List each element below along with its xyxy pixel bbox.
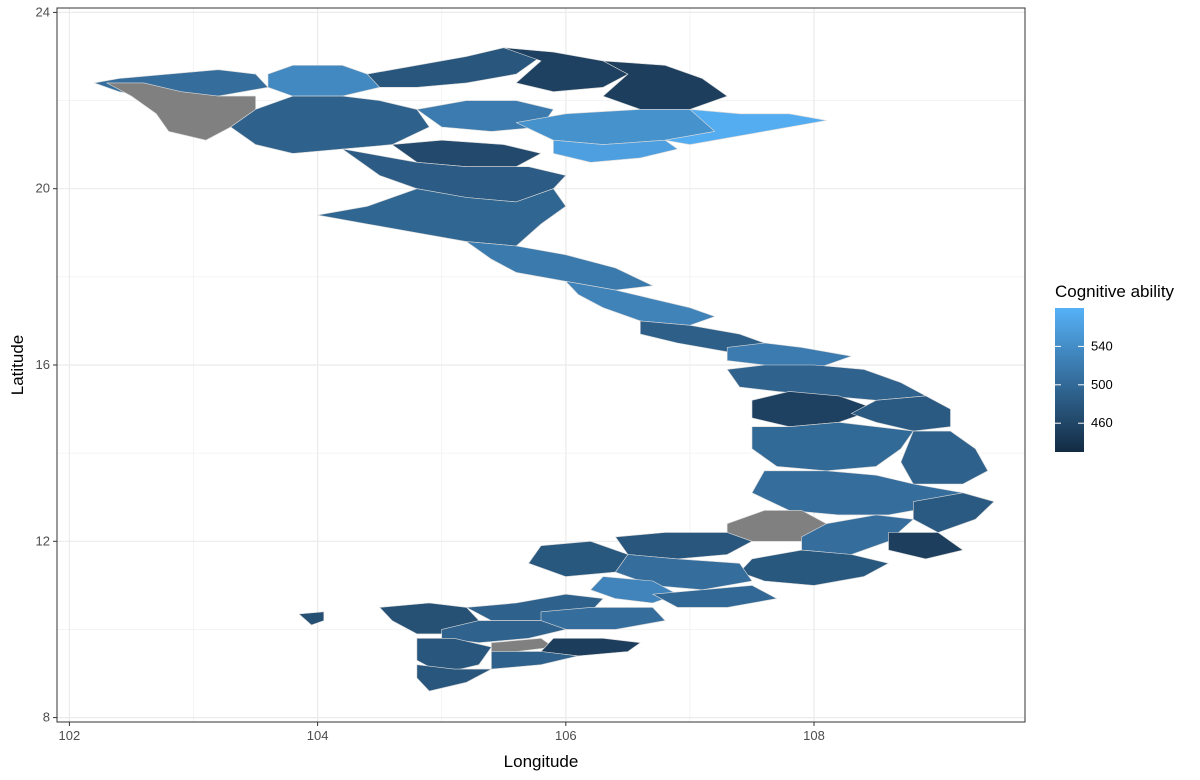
x-axis-ticks: 102 104 106 108	[59, 722, 825, 743]
legend-tick-label: 500	[1091, 377, 1113, 392]
province-region	[317, 188, 567, 247]
legend-tick-label: 540	[1091, 338, 1113, 353]
province-region	[491, 637, 554, 652]
province-region	[366, 47, 542, 88]
province-region	[726, 342, 852, 370]
y-tick-label: 24	[36, 4, 50, 19]
province-regions	[93, 47, 995, 692]
y-tick-label: 8	[43, 710, 50, 725]
province-region	[850, 395, 951, 432]
y-tick-label: 16	[36, 357, 50, 372]
legend: Cognitive ability 460 500 540	[1055, 282, 1175, 452]
province-region	[900, 430, 989, 485]
y-tick-label: 20	[36, 181, 50, 196]
province-region	[888, 532, 964, 560]
x-axis-title: Longitude	[504, 752, 579, 771]
province-region	[553, 139, 678, 163]
legend-colorbar	[1055, 308, 1084, 452]
y-tick-label: 12	[36, 533, 50, 548]
province-region	[416, 664, 492, 692]
province-region	[230, 95, 430, 154]
y-axis-title: Latitude	[8, 335, 27, 396]
x-tick-label: 106	[555, 728, 577, 743]
x-tick-label: 104	[307, 728, 329, 743]
province-region	[466, 241, 654, 291]
legend-tick-label: 460	[1091, 415, 1113, 430]
legend-ticks: 460 500 540	[1055, 338, 1113, 430]
province-region	[652, 585, 778, 608]
y-axis-ticks: 8 12 16 20 24	[36, 4, 57, 725]
x-tick-label: 102	[59, 728, 81, 743]
legend-title: Cognitive ability	[1055, 282, 1175, 301]
province-region	[298, 611, 325, 626]
province-region	[565, 280, 716, 326]
province-region	[664, 109, 827, 145]
province-region	[491, 651, 579, 670]
province-region	[503, 47, 629, 92]
x-tick-label: 108	[803, 728, 825, 743]
province-region	[801, 514, 914, 555]
province-region	[590, 576, 678, 604]
province-region	[416, 637, 492, 674]
province-region	[751, 421, 914, 472]
